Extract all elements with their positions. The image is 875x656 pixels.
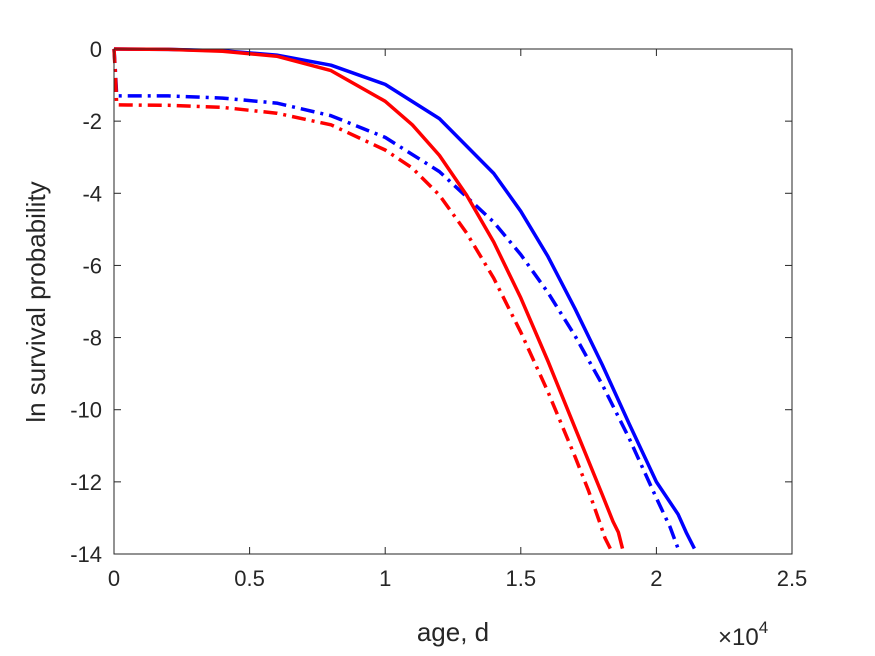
x-tick-label: 2.5: [777, 566, 808, 591]
x-exponent-label: ×104: [718, 618, 768, 651]
y-tick-label: -10: [70, 398, 102, 423]
x-tick-label: 1: [379, 566, 391, 591]
axes-box: [113, 48, 793, 555]
axes-layer: [113, 48, 793, 555]
x-tick-label: 2: [650, 566, 662, 591]
y-axis-label: ln survival probability: [21, 181, 51, 422]
plot-area: [114, 49, 792, 554]
x-exponent-base: ×10: [718, 624, 759, 651]
ticks-layer: 0 0.5 1 1.5 2 2.5 0 -2 -4 -6 -8 -10 -12 -14: [70, 37, 807, 591]
y-tick-label: -2: [82, 109, 102, 134]
x-exponent-power: 4: [759, 618, 768, 637]
series-line-3: [113, 47, 625, 550]
y-tick-label: -12: [70, 470, 102, 495]
y-tick-label: -6: [82, 253, 102, 278]
y-tick-label: -14: [70, 542, 102, 567]
x-tick-label: 1.5: [506, 566, 537, 591]
y-tick-label: 0: [90, 37, 102, 62]
series-layer: [112, 47, 696, 550]
series-line-2: [112, 48, 680, 550]
x-tick-label: 0: [108, 566, 120, 591]
x-tick-label: 0.5: [234, 566, 265, 591]
y-tick-label: -8: [82, 326, 102, 351]
y-tick-label: -4: [82, 181, 102, 206]
x-axis-label: age, d: [417, 617, 489, 647]
series-line-4: [112, 48, 612, 550]
